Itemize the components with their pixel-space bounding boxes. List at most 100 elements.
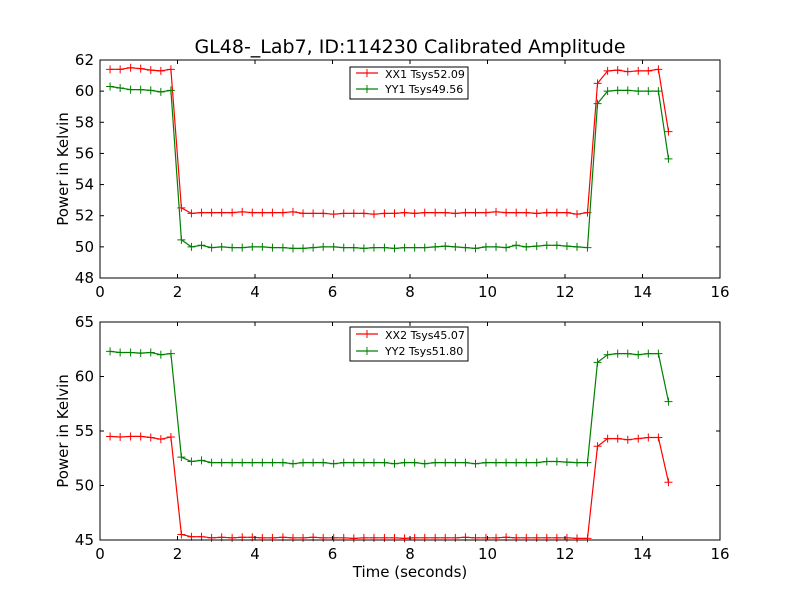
bottom-x-tick-label-0: 0	[95, 545, 105, 563]
top-series-2-point-13	[238, 243, 247, 252]
top-x-tick-label-16: 16	[710, 283, 729, 301]
top-series-2-point-36	[471, 244, 480, 253]
top-series-1-point-18	[288, 207, 297, 216]
bottom-series-1-point-3	[136, 432, 145, 441]
top-series-2-point-27	[380, 243, 389, 252]
bottom-series-2-point-43	[542, 457, 551, 466]
top-series-2-point-22	[329, 242, 338, 251]
top-series-2-point-46	[573, 242, 582, 251]
top-legend-marker-1	[363, 69, 371, 77]
bottom-series-1-point-33	[441, 533, 450, 542]
top-series-2-point-47	[583, 243, 592, 252]
top-series-1-point-3	[136, 64, 145, 73]
bottom-series-2-point-31	[420, 459, 429, 468]
top-series-2-point-15	[258, 242, 267, 251]
bottom-series-2-point-54	[654, 349, 663, 358]
top-series-1-point-51	[623, 67, 632, 76]
top-series-1-point-4	[146, 66, 155, 75]
bottom-series-1-point-15	[258, 533, 267, 542]
top-series-1-point-8	[187, 209, 196, 218]
bottom-series-2-point-55	[664, 397, 673, 406]
top-series-1-point-43	[542, 208, 551, 217]
bottom-series-1-point-21	[319, 533, 328, 542]
bottom-series-1-point-54	[654, 433, 663, 442]
bottom-series-1-point-49	[603, 434, 612, 443]
bottom-series-2-point-4	[146, 348, 155, 357]
bottom-x-tick-label-4: 4	[250, 545, 260, 563]
top-series-1-point-32	[431, 208, 440, 217]
bottom-series-2-point-35	[461, 458, 470, 467]
top-series-2-point-9	[197, 241, 206, 250]
top-series-1-point-12	[228, 208, 237, 217]
bottom-series-2-point-50	[613, 349, 622, 358]
bottom-y-tick-label-60: 60	[75, 368, 94, 386]
bottom-series-1-point-10	[207, 533, 216, 542]
top-series-2-point-34	[451, 242, 460, 251]
top-series-2-point-12	[228, 243, 237, 252]
top-x-tick-label-12: 12	[555, 283, 574, 301]
top-series-1-point-28	[390, 209, 399, 218]
bottom-series-2-point-0	[106, 347, 115, 356]
top-series-1-point-42	[532, 209, 541, 218]
bottom-legend-label-yy2: YY2 Tsys51.80	[384, 345, 463, 358]
bottom-series-1-point-23	[339, 533, 348, 542]
top-series-1-point-5	[156, 66, 165, 75]
top-legend-marker-2	[363, 85, 371, 93]
bottom-series-1-point-30	[410, 533, 419, 542]
top-series-2-point-33	[441, 242, 450, 251]
top-x-tick-label-6: 6	[328, 283, 338, 301]
top-series-1-point-11	[217, 208, 226, 217]
top-y-tick-label-50: 50	[75, 238, 94, 256]
top-series-2-point-31	[420, 243, 429, 252]
bottom-y-tick-label-55: 55	[75, 422, 94, 440]
top-legend-box	[349, 66, 469, 100]
bottom-x-tick-label-12: 12	[555, 545, 574, 563]
bottom-series-2-point-29	[400, 458, 409, 467]
bottom-y-axis-label: Power in Kelvin	[54, 374, 72, 488]
bottom-series-2-point-45	[562, 458, 571, 467]
top-x-tick-label-0: 0	[95, 283, 105, 301]
bottom-series-2-point-23	[339, 458, 348, 467]
bottom-series-1-point-41	[522, 533, 531, 542]
top-series-2-point-45	[562, 242, 571, 251]
bottom-series-2-point-30	[410, 458, 419, 467]
top-series-1-point-54	[654, 65, 663, 74]
top-series-2-point-29	[400, 243, 409, 252]
top-series-1-point-19	[299, 209, 308, 218]
bottom-series-2-point-5	[156, 350, 165, 359]
top-series-2-point-49	[603, 87, 612, 96]
bottom-series-2-point-38	[492, 458, 501, 467]
bottom-series-2-point-24	[349, 458, 358, 467]
top-series-2-point-44	[552, 241, 561, 250]
top-series-2-point-24	[349, 243, 358, 252]
top-series-1-point-6	[166, 65, 175, 74]
top-series-1-point-15	[258, 208, 267, 217]
bottom-series-2-point-53	[644, 349, 653, 358]
bottom-x-tick-label-14: 14	[633, 545, 652, 563]
bottom-series-2-point-27	[380, 458, 389, 467]
top-x-tick-label-10: 10	[478, 283, 497, 301]
bottom-x-tick-label-2: 2	[173, 545, 183, 563]
top-series-1-point-33	[441, 208, 450, 217]
top-series-1-point-49	[603, 66, 612, 75]
top-series-2-point-2	[126, 85, 135, 94]
top-series-1-point-52	[634, 66, 643, 75]
bottom-series-1-point-4	[146, 433, 155, 442]
bottom-series-1-point-22	[329, 533, 338, 542]
bottom-x-tick-label-10: 10	[478, 545, 497, 563]
bottom-series-2-point-20	[309, 458, 318, 467]
top-series-1-markers	[106, 63, 673, 219]
bottom-x-tick-label-8: 8	[405, 545, 415, 563]
bottom-series-2-point-9	[197, 456, 206, 465]
bottom-series-2-point-22	[329, 459, 338, 468]
bottom-series-2-point-18	[288, 459, 297, 468]
top-series-1-point-1	[116, 65, 125, 74]
bottom-series-2-point-51	[623, 349, 632, 358]
top-series-1-point-34	[451, 209, 460, 218]
top-series-2-point-14	[248, 242, 257, 251]
bottom-series-2-point-6	[166, 349, 175, 358]
top-series-2-point-35	[461, 243, 470, 252]
bottom-series-1-point-37	[481, 533, 490, 542]
top-legend: XX1 Tsys52.09 YY1 Tsys49.56	[349, 66, 469, 100]
bottom-series-2-point-34	[451, 458, 460, 467]
